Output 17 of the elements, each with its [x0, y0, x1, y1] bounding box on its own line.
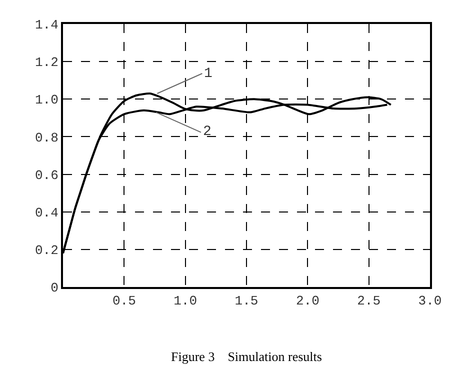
x-tick-label: 2.0 — [296, 294, 320, 309]
y-tick-label: 0 — [50, 280, 58, 296]
x-tick-label: 2.5 — [357, 294, 381, 309]
x-tick-label: 1.5 — [234, 294, 258, 309]
y-tick-label: 0.4 — [34, 205, 59, 220]
y-tick-label: 1.0 — [34, 92, 58, 108]
caption: Figure 3 Simulation results — [171, 349, 322, 364]
annotation: 2 — [203, 124, 212, 140]
annotation: 1 — [204, 66, 212, 82]
y-tick-label: 1.2 — [34, 55, 58, 70]
x-tick-label: 3.0 — [418, 294, 442, 309]
y-tick-label: 0.2 — [34, 242, 58, 258]
y-tick-label: 0.8 — [34, 130, 58, 146]
y-tick-label: 0.6 — [34, 168, 58, 183]
x-tick-label: 0.5 — [112, 294, 136, 309]
y-tick-label: 1.4 — [34, 18, 59, 33]
x-tick-label: 1.0 — [174, 294, 198, 309]
